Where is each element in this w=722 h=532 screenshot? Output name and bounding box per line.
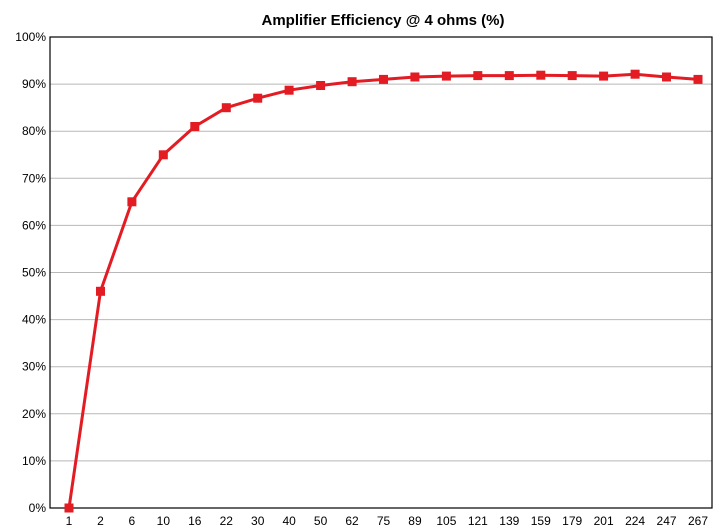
data-point-marker bbox=[599, 71, 609, 81]
x-tick-label: 105 bbox=[436, 514, 456, 528]
data-point-marker bbox=[693, 74, 703, 84]
y-tick-label: 30% bbox=[22, 360, 46, 374]
x-tick-label: 10 bbox=[157, 514, 171, 528]
x-tick-label: 22 bbox=[220, 514, 234, 528]
data-point-marker bbox=[127, 197, 137, 207]
data-point-marker bbox=[441, 71, 451, 81]
data-point-marker bbox=[347, 77, 357, 87]
x-tick-label: 267 bbox=[688, 514, 708, 528]
x-tick-label: 224 bbox=[625, 514, 645, 528]
series-efficiency bbox=[64, 69, 703, 513]
x-tick-label: 75 bbox=[377, 514, 391, 528]
data-point-marker bbox=[221, 103, 231, 113]
x-tick-label: 121 bbox=[468, 514, 488, 528]
y-tick-label: 50% bbox=[22, 266, 46, 280]
y-tick-label: 40% bbox=[22, 313, 46, 327]
x-tick-label: 30 bbox=[251, 514, 265, 528]
data-point-marker bbox=[64, 503, 74, 513]
plot-area-frame bbox=[49, 36, 713, 509]
gridlines bbox=[50, 83, 712, 462]
x-tick-label: 16 bbox=[188, 514, 202, 528]
data-point-marker bbox=[316, 81, 326, 90]
data-point-marker bbox=[504, 71, 514, 81]
data-point-marker bbox=[630, 69, 640, 79]
x-tick-label: 179 bbox=[562, 514, 582, 528]
data-point-marker bbox=[410, 72, 420, 82]
series-line bbox=[67, 72, 699, 509]
x-axis-ticks: 1 2 6 10 16 22 30 40 50 62 75 89 105 121 139 159 179 201 2… bbox=[66, 514, 709, 528]
x-tick-label: 6 bbox=[129, 514, 136, 528]
x-tick-label: 2 bbox=[97, 514, 104, 528]
y-tick-label: 80% bbox=[22, 124, 46, 138]
y-tick-label: 70% bbox=[22, 171, 46, 185]
data-point-marker bbox=[284, 85, 294, 95]
x-tick-label: 201 bbox=[594, 514, 614, 528]
x-tick-label: 89 bbox=[408, 514, 422, 528]
y-tick-label: 100% bbox=[15, 30, 46, 44]
data-point-marker bbox=[253, 93, 263, 103]
data-point-marker bbox=[158, 150, 168, 160]
data-point-marker bbox=[567, 71, 577, 81]
chart-title: Amplifier Efficiency @ 4 ohms (%) bbox=[261, 12, 504, 29]
data-point-marker bbox=[190, 122, 200, 131]
data-point-marker bbox=[473, 71, 483, 81]
y-tick-label: 90% bbox=[22, 77, 46, 91]
data-point-marker bbox=[96, 286, 105, 296]
y-tick-label: 10% bbox=[22, 454, 46, 468]
data-point-marker bbox=[536, 70, 546, 80]
x-tick-label: 62 bbox=[345, 514, 359, 528]
x-tick-label: 139 bbox=[499, 514, 519, 528]
x-tick-label: 50 bbox=[314, 514, 328, 528]
data-point-marker bbox=[662, 72, 671, 82]
x-tick-label: 40 bbox=[282, 514, 296, 528]
data-point-marker bbox=[379, 74, 388, 84]
y-tick-label: 20% bbox=[22, 407, 46, 421]
y-axis-ticks: 0% 10% 20% 30% 40% 50% 60% 70% 80% 90% 100% bbox=[15, 30, 46, 515]
x-tick-label: 1 bbox=[66, 514, 73, 528]
y-tick-label: 60% bbox=[22, 218, 46, 232]
x-tick-label: 159 bbox=[531, 514, 551, 528]
y-tick-label: 0% bbox=[29, 501, 47, 515]
x-tick-label: 247 bbox=[657, 514, 677, 528]
